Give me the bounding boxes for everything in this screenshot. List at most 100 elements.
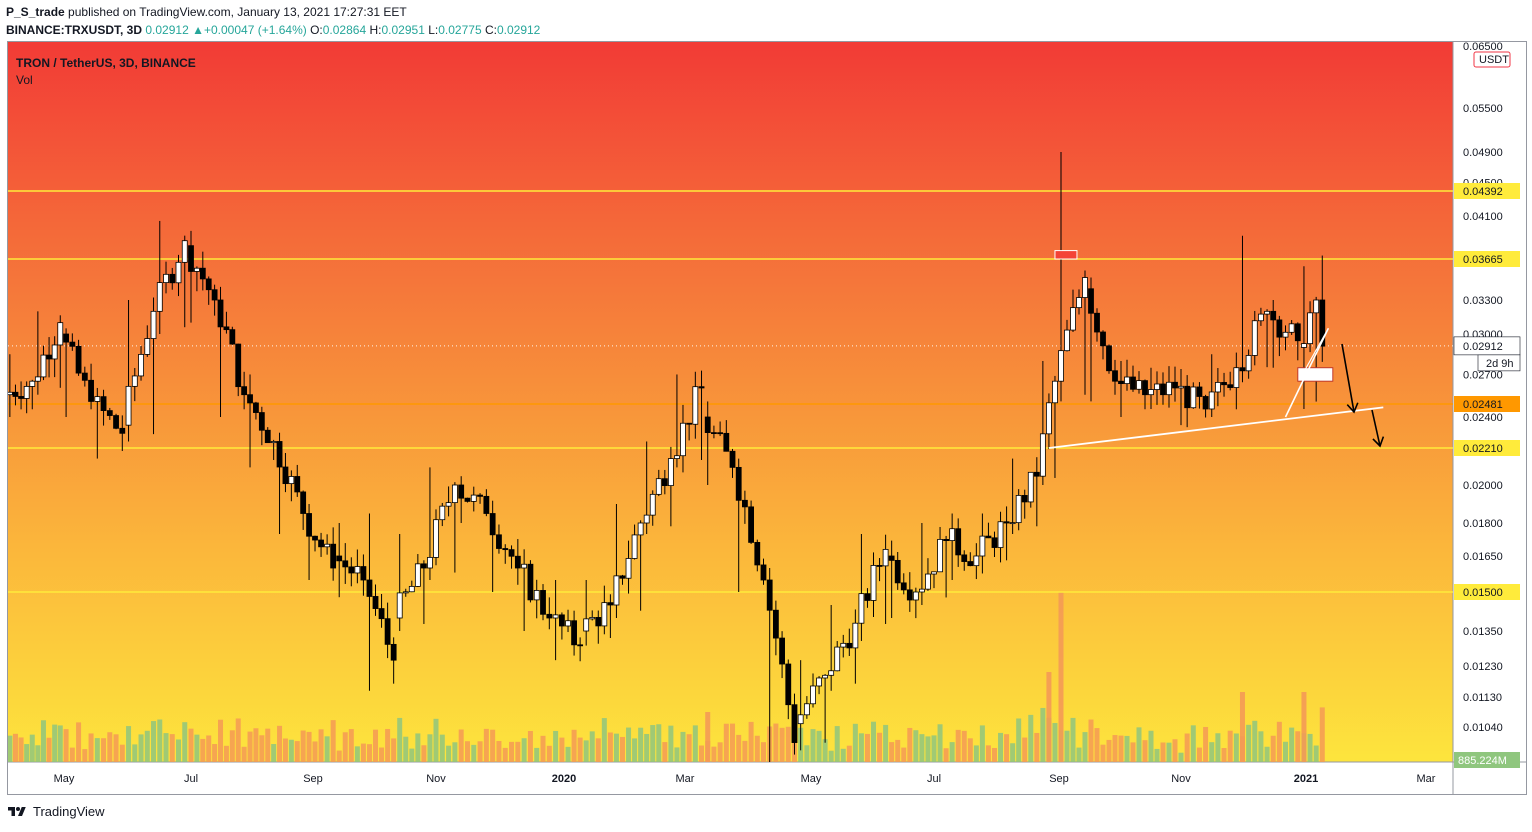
horizontal-levels[interactable] <box>8 190 1453 593</box>
volume-bar <box>306 731 312 762</box>
candle-body <box>979 535 986 557</box>
volume-bar <box>151 721 157 762</box>
candle-body <box>1148 389 1154 396</box>
candle-body <box>1196 386 1203 397</box>
volume-bar <box>852 723 858 762</box>
volume-bar <box>559 737 565 762</box>
candle-body <box>489 513 496 536</box>
candle-body <box>834 646 841 672</box>
candle-body <box>175 261 182 284</box>
volume-bar <box>63 729 69 762</box>
volume-bar <box>433 718 439 762</box>
price-tick-label: 0.06500 <box>1463 42 1503 53</box>
last-price: 0.02912 <box>145 23 189 37</box>
high-value: 0.02951 <box>381 23 425 37</box>
volume-bar <box>52 724 58 762</box>
candle-body <box>106 410 113 416</box>
volume-bar <box>840 748 846 762</box>
candle-body <box>514 555 521 569</box>
volume-bar <box>385 728 391 762</box>
volume-bar <box>919 734 925 762</box>
volume-bar <box>409 748 415 762</box>
candle-body <box>619 575 626 579</box>
price-change: +0.00047 (+1.64%) <box>203 23 307 37</box>
candle-body <box>1052 380 1058 404</box>
volume-bar <box>1082 732 1088 762</box>
candle-body <box>464 497 471 502</box>
volume-bar <box>200 738 206 762</box>
volume-bar <box>822 739 828 762</box>
volume-bar <box>29 734 35 762</box>
candle-body <box>205 278 212 291</box>
time-tick-label: Sep <box>1049 773 1069 785</box>
volume-bar <box>330 720 336 762</box>
time-axis-background <box>8 762 1453 794</box>
candle-body <box>1009 522 1016 525</box>
candle-body <box>1021 495 1028 503</box>
volume-bar <box>828 750 834 762</box>
tradingview-logo-icon[interactable] <box>6 805 28 819</box>
candle-body <box>318 539 324 548</box>
candle-body <box>1130 376 1136 390</box>
candle-body <box>119 427 126 434</box>
author-name[interactable]: P_S_trade <box>6 5 65 19</box>
candle-body <box>1027 471 1034 503</box>
volume-bar <box>1094 728 1100 762</box>
candle-body <box>1208 391 1215 410</box>
candle-body <box>1033 471 1040 477</box>
candle-body <box>882 548 889 567</box>
volume-bar <box>253 728 259 762</box>
volume-bar <box>546 745 552 762</box>
candle-body <box>1046 402 1052 435</box>
volume-bar <box>711 746 717 762</box>
candle-body <box>754 541 761 566</box>
candle-body <box>1082 277 1088 298</box>
candle-body <box>858 593 865 624</box>
price-chart[interactable]: 0.065000.055000.049000.045000.041000.033… <box>8 42 1526 794</box>
candle-body <box>113 415 119 429</box>
chart-frame[interactable]: 0.065000.055000.049000.045000.041000.033… <box>7 41 1527 795</box>
candle-body <box>931 571 937 575</box>
ohlc-line: BINANCE:TRXUSDT, 3D 0.02912 ▲+0.00047 (+… <box>6 23 540 37</box>
candle-body <box>100 396 107 411</box>
candle-body <box>23 386 30 399</box>
candle-body <box>870 565 877 601</box>
volume-bar <box>1160 742 1166 762</box>
volume-bar <box>452 742 458 762</box>
candle-body <box>144 338 151 355</box>
candle-body <box>991 537 998 548</box>
legend-title[interactable]: TRON / TetherUS, 3D, BINANCE <box>16 56 196 70</box>
candle-body <box>360 566 367 581</box>
volume-bar <box>439 734 445 762</box>
legend-volume[interactable]: Vol <box>16 73 33 87</box>
candle-body <box>717 432 724 435</box>
volume-bar <box>1295 731 1301 762</box>
volume-bar <box>583 740 589 762</box>
close-value: 0.02912 <box>496 23 541 37</box>
volume-bar <box>229 730 235 762</box>
candle-body <box>294 476 301 493</box>
candle-body <box>925 573 931 590</box>
drawings[interactable] <box>1048 250 1385 449</box>
candle-body <box>57 322 64 346</box>
footer-brand[interactable]: TradingView <box>33 804 105 819</box>
candle-body <box>427 557 433 569</box>
price-tick-label: 0.04100 <box>1463 211 1503 223</box>
volume-bar <box>1270 735 1276 762</box>
candle-body <box>40 354 47 378</box>
volume-bar <box>723 723 729 762</box>
candle-body <box>1064 329 1070 352</box>
candle-body <box>546 613 553 619</box>
volume-bar <box>282 738 288 762</box>
volume-bar <box>458 729 464 762</box>
resistance-highlight-box <box>1054 250 1078 260</box>
volume-bar <box>1106 739 1112 762</box>
volume-bar <box>1124 735 1130 762</box>
candle-body <box>1233 367 1240 388</box>
candle-body <box>527 563 534 601</box>
candle-body <box>1076 297 1082 309</box>
candle-body <box>282 466 289 485</box>
time-axis[interactable]: May Jul Sep Nov 2020 Mar May Jul Sep Nov 2021 Mar <box>54 773 1436 785</box>
candle-body <box>1172 381 1178 389</box>
volume-bar <box>949 742 955 762</box>
